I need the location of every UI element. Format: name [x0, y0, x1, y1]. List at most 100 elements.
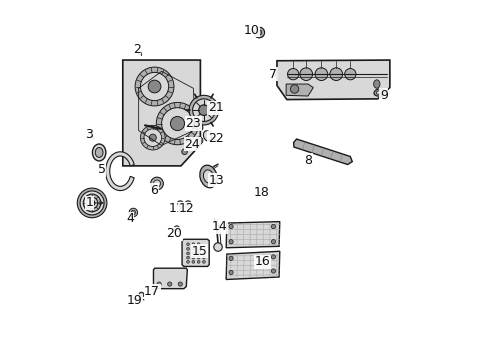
- Text: 6: 6: [150, 184, 158, 197]
- Circle shape: [197, 243, 200, 246]
- Circle shape: [177, 201, 183, 207]
- Ellipse shape: [203, 170, 213, 183]
- Polygon shape: [293, 139, 351, 165]
- Circle shape: [202, 252, 205, 255]
- Text: 9: 9: [379, 89, 387, 102]
- Circle shape: [202, 247, 205, 250]
- Polygon shape: [182, 239, 209, 266]
- Circle shape: [287, 68, 298, 80]
- Circle shape: [153, 180, 160, 187]
- Circle shape: [228, 224, 233, 229]
- Text: 5: 5: [98, 163, 105, 176]
- Circle shape: [170, 117, 184, 131]
- Circle shape: [131, 210, 135, 215]
- Text: 23: 23: [185, 117, 201, 130]
- Text: 3: 3: [85, 128, 93, 141]
- Circle shape: [198, 105, 209, 116]
- Circle shape: [178, 282, 182, 286]
- Circle shape: [143, 129, 161, 147]
- Ellipse shape: [373, 89, 384, 96]
- Circle shape: [80, 191, 104, 215]
- Polygon shape: [153, 268, 187, 289]
- Circle shape: [197, 247, 200, 250]
- Circle shape: [228, 240, 233, 244]
- Circle shape: [161, 108, 193, 139]
- Circle shape: [89, 200, 95, 206]
- Circle shape: [150, 177, 163, 190]
- Text: 11: 11: [168, 202, 184, 215]
- Circle shape: [256, 30, 261, 35]
- Ellipse shape: [92, 144, 105, 161]
- Ellipse shape: [200, 165, 217, 188]
- Text: 16: 16: [254, 255, 269, 268]
- Circle shape: [192, 256, 194, 259]
- Text: 10: 10: [243, 23, 259, 37]
- Circle shape: [83, 194, 101, 212]
- Text: 14: 14: [211, 220, 227, 233]
- Text: 2: 2: [133, 43, 141, 56]
- Circle shape: [329, 68, 342, 81]
- Text: 21: 21: [207, 101, 223, 114]
- Text: 1: 1: [85, 197, 93, 210]
- Circle shape: [195, 137, 203, 144]
- Circle shape: [140, 125, 165, 150]
- Circle shape: [202, 260, 205, 263]
- Circle shape: [253, 27, 264, 38]
- Text: 7: 7: [269, 68, 277, 81]
- Text: 18: 18: [253, 186, 269, 199]
- Circle shape: [189, 95, 218, 125]
- Circle shape: [271, 269, 275, 273]
- Circle shape: [186, 243, 189, 246]
- Circle shape: [186, 252, 189, 255]
- Polygon shape: [122, 60, 200, 166]
- Circle shape: [197, 252, 200, 255]
- Polygon shape: [285, 84, 313, 96]
- Circle shape: [314, 68, 327, 81]
- Text: 4: 4: [125, 212, 134, 225]
- Circle shape: [344, 68, 355, 80]
- Circle shape: [202, 256, 205, 259]
- Circle shape: [156, 102, 198, 145]
- Circle shape: [197, 139, 201, 142]
- Circle shape: [149, 134, 156, 141]
- Polygon shape: [225, 251, 279, 279]
- Circle shape: [228, 256, 233, 260]
- Circle shape: [192, 243, 194, 246]
- Circle shape: [299, 68, 312, 81]
- Circle shape: [290, 85, 298, 93]
- Circle shape: [186, 256, 189, 259]
- Circle shape: [86, 197, 98, 208]
- Circle shape: [192, 99, 215, 121]
- Circle shape: [213, 243, 222, 251]
- Circle shape: [197, 256, 200, 259]
- Circle shape: [174, 226, 179, 231]
- Circle shape: [140, 72, 168, 100]
- Circle shape: [271, 255, 275, 259]
- Text: 22: 22: [207, 132, 223, 145]
- Circle shape: [192, 260, 194, 263]
- Circle shape: [157, 282, 161, 286]
- Circle shape: [139, 292, 143, 297]
- Text: 20: 20: [165, 227, 182, 240]
- Text: 17: 17: [144, 285, 160, 298]
- Circle shape: [271, 240, 275, 244]
- Circle shape: [182, 149, 187, 154]
- Circle shape: [167, 282, 171, 286]
- Text: 15: 15: [191, 245, 207, 258]
- Text: 12: 12: [178, 202, 194, 215]
- Circle shape: [129, 208, 137, 217]
- Text: 24: 24: [184, 138, 200, 150]
- Ellipse shape: [203, 131, 211, 141]
- Circle shape: [184, 201, 191, 207]
- Circle shape: [77, 188, 107, 218]
- Text: 8: 8: [304, 154, 311, 167]
- Text: 13: 13: [208, 174, 224, 186]
- Polygon shape: [225, 222, 279, 248]
- Circle shape: [271, 224, 275, 229]
- Circle shape: [192, 247, 194, 250]
- Circle shape: [192, 252, 194, 255]
- Ellipse shape: [195, 122, 203, 131]
- Circle shape: [135, 67, 174, 106]
- Circle shape: [197, 260, 200, 263]
- Ellipse shape: [95, 148, 103, 157]
